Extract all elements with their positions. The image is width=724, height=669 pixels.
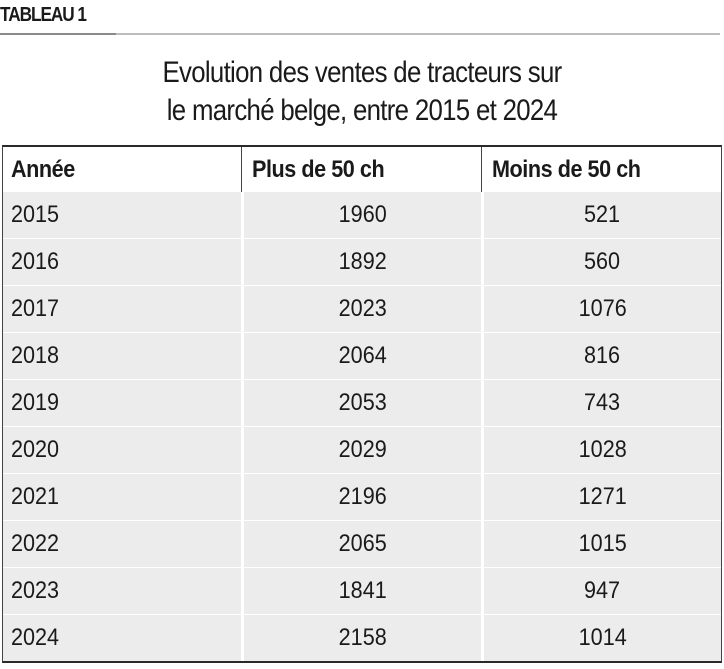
cell-over-50hp-value: 2023	[338, 295, 387, 322]
cell-year: 2017	[3, 286, 241, 332]
cell-under-50hp: 1015	[481, 521, 721, 567]
cell-year-value: 2022	[11, 530, 60, 557]
cell-over-50hp: 2064	[241, 333, 481, 379]
cell-under-50hp: 521	[481, 192, 721, 238]
cell-under-50hp-value: 560	[584, 248, 621, 275]
cell-year-value: 2019	[11, 389, 60, 416]
cell-under-50hp-value: 1014	[578, 624, 627, 651]
table-row: 2015 1960 521	[3, 192, 721, 238]
table-row: 2019 2053 743	[3, 379, 721, 426]
table-row: 2017 2023 1076	[3, 285, 721, 332]
cell-under-50hp: 1028	[481, 427, 721, 473]
cell-under-50hp-value: 1015	[578, 530, 627, 557]
cell-under-50hp: 816	[481, 333, 721, 379]
table-row: 2022 2065 1015	[3, 520, 721, 567]
column-header-over-50hp: Plus de 50 ch	[241, 147, 481, 192]
cell-year-value: 2024	[11, 624, 60, 651]
table-row: 2023 1841 947	[3, 567, 721, 614]
tag-rule	[0, 33, 720, 35]
cell-over-50hp: 2053	[241, 380, 481, 426]
cell-over-50hp: 1841	[241, 568, 481, 614]
column-header-under-50hp: Moins de 50 ch	[481, 147, 721, 192]
cell-over-50hp: 2065	[241, 521, 481, 567]
table-row: 2016 1892 560	[3, 238, 721, 285]
cell-year: 2019	[3, 380, 241, 426]
table-title-line-1: Evolution des ventes de tracteurs sur	[162, 56, 562, 89]
cell-over-50hp-value: 2158	[338, 624, 387, 651]
cell-over-50hp: 2029	[241, 427, 481, 473]
table-body: 2015 1960 521 2016 1892 560 2017 2023 1076 2018 20…	[3, 192, 721, 661]
cell-over-50hp-value: 2064	[338, 342, 387, 369]
cell-year: 2018	[3, 333, 241, 379]
cell-year: 2024	[3, 615, 241, 661]
cell-over-50hp-value: 1892	[338, 248, 387, 275]
cell-under-50hp-value: 816	[584, 342, 621, 369]
cell-year: 2020	[3, 427, 241, 473]
cell-under-50hp: 1014	[481, 615, 721, 661]
cell-over-50hp-value: 2053	[338, 389, 387, 416]
cell-year-value: 2023	[11, 577, 60, 604]
cell-under-50hp: 743	[481, 380, 721, 426]
cell-under-50hp: 1076	[481, 286, 721, 332]
cell-year: 2022	[3, 521, 241, 567]
cell-year-value: 2015	[11, 201, 60, 228]
cell-year-value: 2020	[11, 436, 60, 463]
cell-under-50hp-value: 1271	[578, 483, 627, 510]
table-row: 2020 2029 1028	[3, 426, 721, 473]
column-header-under-50hp-label: Moins de 50 ch	[492, 155, 641, 183]
cell-under-50hp: 560	[481, 239, 721, 285]
cell-over-50hp: 2158	[241, 615, 481, 661]
cell-over-50hp: 1960	[241, 192, 481, 238]
table-title-line-2: le marché belge, entre 2015 et 2024	[166, 94, 558, 127]
cell-under-50hp-value: 947	[584, 577, 621, 604]
column-header-over-50hp-label: Plus de 50 ch	[252, 155, 385, 183]
table-row: 2018 2064 816	[3, 332, 721, 379]
cell-year-value: 2016	[11, 248, 60, 275]
cell-under-50hp: 1271	[481, 474, 721, 520]
cell-year: 2016	[3, 239, 241, 285]
cell-under-50hp: 947	[481, 568, 721, 614]
cell-under-50hp-value: 1076	[578, 295, 627, 322]
table-title: Evolution des ventes de tracteurs sur le…	[0, 54, 724, 130]
cell-year: 2023	[3, 568, 241, 614]
cell-year: 2021	[3, 474, 241, 520]
cell-over-50hp: 1892	[241, 239, 481, 285]
table-tag: TABLEAU 1	[0, 4, 87, 26]
table-row: 2024 2158 1014	[3, 614, 721, 661]
cell-over-50hp-value: 2029	[338, 436, 387, 463]
cell-year-value: 2021	[11, 483, 60, 510]
table-header-row: Année Plus de 50 ch Moins de 50 ch	[3, 147, 721, 192]
cell-over-50hp-value: 1841	[338, 577, 387, 604]
cell-year-value: 2017	[11, 295, 60, 322]
column-header-year-label: Année	[11, 155, 75, 183]
cell-over-50hp-value: 2196	[338, 483, 387, 510]
sales-table: Année Plus de 50 ch Moins de 50 ch 2015 1…	[2, 145, 722, 663]
cell-under-50hp-value: 521	[584, 201, 621, 228]
tag-rule-accent	[0, 33, 116, 35]
column-header-year: Année	[3, 147, 241, 192]
cell-year: 2015	[3, 192, 241, 238]
table-row: 2021 2196 1271	[3, 473, 721, 520]
cell-over-50hp-value: 2065	[338, 530, 387, 557]
cell-under-50hp-value: 1028	[578, 436, 627, 463]
cell-year-value: 2018	[11, 342, 60, 369]
cell-over-50hp: 2023	[241, 286, 481, 332]
cell-under-50hp-value: 743	[584, 389, 621, 416]
cell-over-50hp: 2196	[241, 474, 481, 520]
cell-over-50hp-value: 1960	[338, 201, 387, 228]
